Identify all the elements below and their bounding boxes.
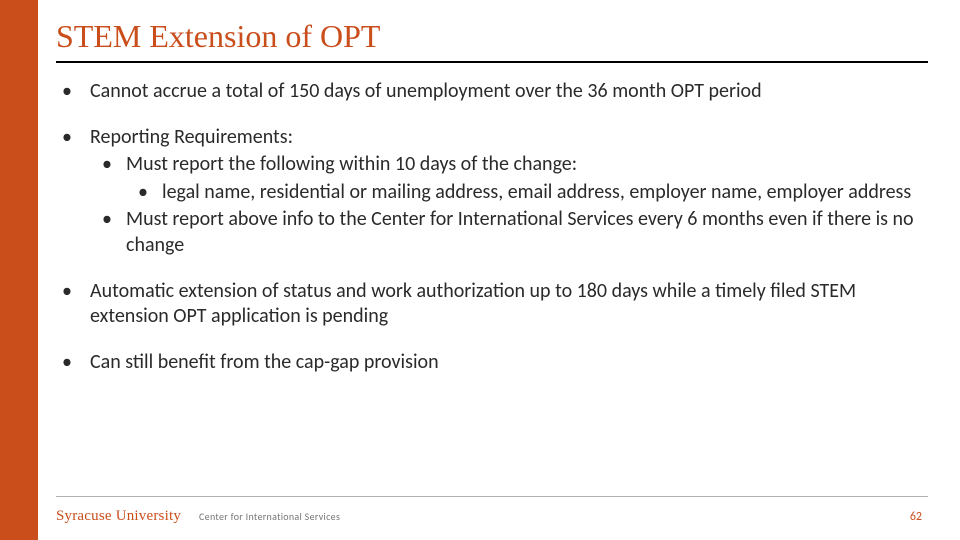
content-area: STEM Extension of OPT Cannot accrue a to… — [38, 0, 960, 540]
accent-sidebar — [0, 0, 38, 540]
bullet-l2: Must report the following within 10 days… — [90, 152, 928, 205]
page-number: 62 — [910, 510, 928, 524]
bullet-l1: Can still benefit from the cap-gap provi… — [56, 350, 928, 376]
bullet-text: Must report the following within 10 days… — [126, 152, 577, 176]
footer-left: Syracuse University Center for Internati… — [56, 508, 340, 525]
slide-body: Cannot accrue a total of 150 days of une… — [56, 63, 928, 496]
bullet-l1: Automatic extension of status and work a… — [56, 279, 928, 330]
footer-department: Center for International Services — [199, 510, 340, 523]
bullet-text: Automatic extension of status and work a… — [90, 279, 856, 329]
slide-footer: Syracuse University Center for Internati… — [56, 496, 928, 540]
slide: STEM Extension of OPT Cannot accrue a to… — [0, 0, 960, 540]
bullet-text: Cannot accrue a total of 150 days of une… — [90, 79, 762, 103]
bullet-text: Must report above info to the Center for… — [126, 207, 914, 257]
bullet-text: Reporting Requirements: — [90, 125, 293, 149]
bullet-text: legal name, residential or mailing addre… — [162, 180, 911, 204]
bullet-l1: Cannot accrue a total of 150 days of une… — [56, 79, 928, 105]
slide-title: STEM Extension of OPT — [56, 18, 928, 63]
bullet-text: Can still benefit from the cap-gap provi… — [90, 350, 439, 374]
bullet-l1: Reporting Requirements: Must report the … — [56, 125, 928, 259]
bullet-l2: Must report above info to the Center for… — [90, 207, 928, 258]
university-logo: Syracuse University — [56, 508, 181, 525]
bullet-l3: legal name, residential or mailing addre… — [126, 180, 928, 206]
